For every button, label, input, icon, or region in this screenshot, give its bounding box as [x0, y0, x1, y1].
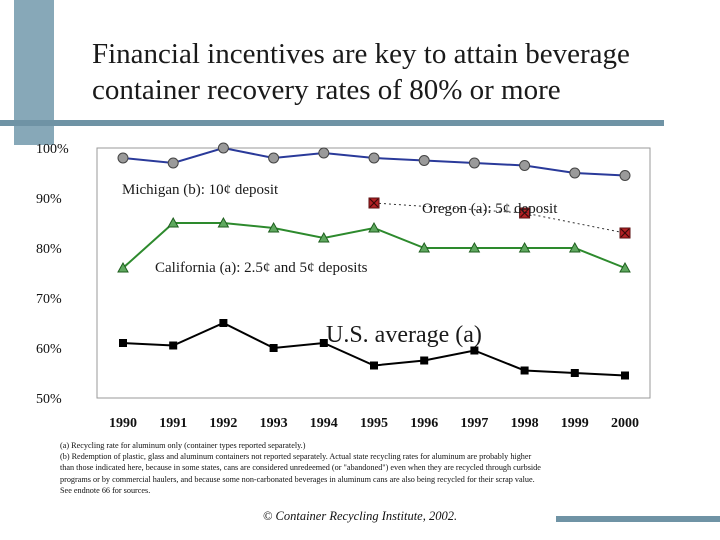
data-point	[418, 241, 431, 253]
y-tick-label: 70%	[36, 292, 62, 307]
y-tick-label: 60%	[36, 342, 62, 357]
x-tick-label: 1997	[460, 416, 488, 431]
data-point	[319, 339, 328, 347]
data-point-cross	[520, 208, 530, 218]
y-tick-label: 90%	[36, 192, 62, 207]
chart: 100% 90% 80% 70% 60% 50% 1990 1991 1992 1993 1994 1…	[30, 140, 670, 445]
x-tick-label: 1991	[159, 416, 187, 431]
footnotes: (a) Recycling rate for aluminum only (co…	[60, 440, 660, 496]
plot-area	[96, 147, 651, 399]
data-point	[117, 152, 129, 164]
data-point	[520, 366, 529, 375]
data-point	[117, 261, 129, 273]
data-point	[219, 319, 228, 327]
decorative-rule	[0, 120, 664, 126]
x-tick-label: 1994	[310, 416, 338, 431]
data-point	[370, 361, 378, 370]
data-point	[368, 152, 380, 164]
x-tick-label: 1992	[209, 416, 237, 431]
y-tick-label: 80%	[36, 242, 62, 257]
data-point	[167, 157, 179, 169]
recycling-rate-chart: 100% 90% 80% 70% 60% 50% 1990 1991 1992 1993 1994 1…	[36, 142, 651, 431]
data-point-cross	[369, 198, 379, 208]
data-point	[169, 341, 178, 350]
series-label: Oregon (a): 5¢ deposit	[422, 201, 558, 217]
data-point	[268, 152, 280, 164]
x-tick-label: 1993	[260, 416, 288, 431]
data-point	[317, 231, 330, 243]
data-point	[568, 241, 581, 253]
x-tick-label: 1995	[360, 416, 388, 431]
title-line-2: container recovery rates of 80% or more	[92, 74, 561, 106]
data-point	[619, 170, 631, 181]
data-point	[519, 160, 531, 171]
data-point	[621, 371, 629, 380]
data-point	[267, 221, 280, 233]
footnote-b-1: (b) Redemption of plastic, glass and alu…	[60, 452, 532, 462]
series-label: California (a): 2.5¢ and 5¢ deposits	[155, 260, 368, 276]
slide-title: Financial incentives are key to attain b…	[92, 36, 712, 108]
series-label: Michigan (b): 10¢ deposit	[122, 182, 279, 198]
y-tick-label: 50%	[36, 392, 62, 407]
x-tick-label: 1996	[410, 416, 438, 431]
data-point	[518, 241, 531, 253]
footnote-b-2: than those indicated here, because in so…	[60, 463, 541, 473]
x-tick-label: 1998	[511, 416, 539, 431]
footnote-c: See endnote 66 for sources.	[60, 485, 151, 495]
y-tick-label: 100%	[36, 142, 69, 157]
data-point	[368, 221, 380, 233]
data-point	[619, 261, 631, 273]
data-point	[167, 216, 180, 228]
data-point-cross	[620, 228, 630, 238]
x-tick-label: 2000	[611, 416, 639, 431]
title-line-1: Financial incentives are key to attain b…	[92, 38, 630, 70]
data-point	[420, 356, 429, 365]
data-point	[468, 157, 480, 169]
data-point	[119, 339, 127, 347]
data-point	[217, 142, 229, 154]
data-point	[468, 241, 481, 253]
footnote-a: (a) Recycling rate for aluminum only (co…	[60, 441, 306, 450]
series-label: U.S. average (a)	[326, 322, 482, 348]
data-point	[418, 155, 430, 166]
data-point	[269, 344, 278, 352]
data-point	[569, 167, 581, 179]
data-point	[470, 346, 479, 355]
decorative-rule-bottom	[556, 516, 720, 522]
copyright-notice: © Container Recycling Institute, 2002.	[262, 509, 458, 523]
footnote-b-3: programs or by commercial haulers, and b…	[60, 474, 535, 484]
data-point	[570, 369, 579, 377]
data-point	[318, 147, 330, 159]
data-point	[217, 216, 230, 228]
x-tick-label: 1990	[109, 416, 137, 431]
x-tick-label: 1999	[561, 416, 589, 431]
